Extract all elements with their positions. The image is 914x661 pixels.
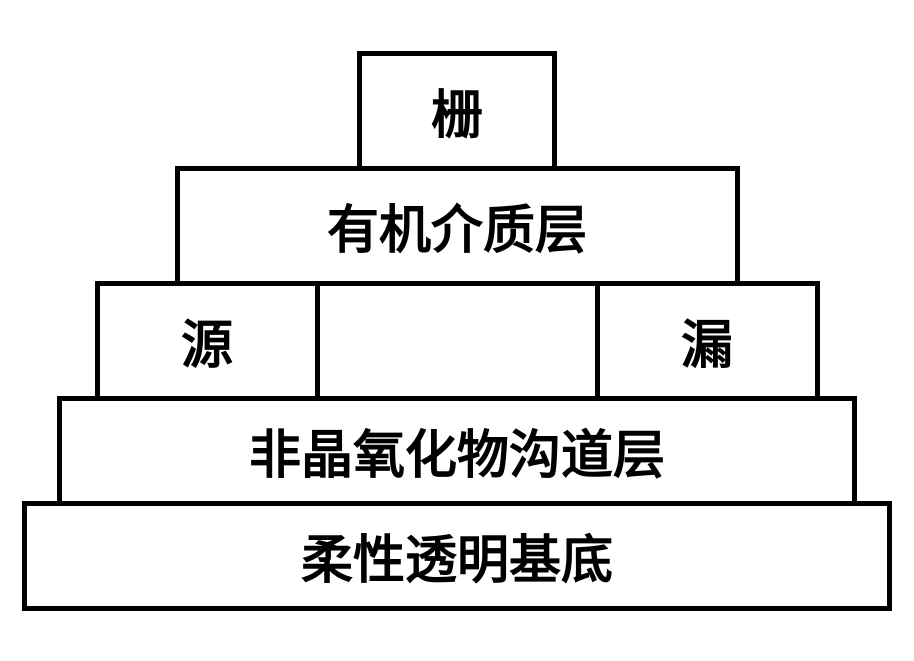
source-box: 源 (95, 281, 320, 401)
channel-layer: 非晶氧化物沟道层 (57, 396, 857, 506)
dielectric-label: 有机介质层 (327, 188, 587, 263)
source-label: 源 (181, 303, 233, 378)
substrate-label: 柔性透明基底 (301, 518, 613, 593)
channel-label: 非晶氧化物沟道层 (249, 413, 665, 488)
drain-box: 漏 (595, 281, 820, 401)
drain-label: 漏 (681, 303, 733, 378)
dielectric-layer: 有机介质层 (175, 166, 740, 286)
gate-layer: 栅 (357, 51, 557, 171)
transistor-layer-diagram: 栅 有机介质层 源 漏 非晶氧化物沟道层 柔性透明基底 (22, 51, 892, 611)
source-drain-gap (320, 281, 595, 401)
substrate-layer: 柔性透明基底 (22, 501, 892, 611)
source-drain-row: 源 漏 (95, 281, 820, 401)
gate-label: 栅 (431, 73, 483, 148)
